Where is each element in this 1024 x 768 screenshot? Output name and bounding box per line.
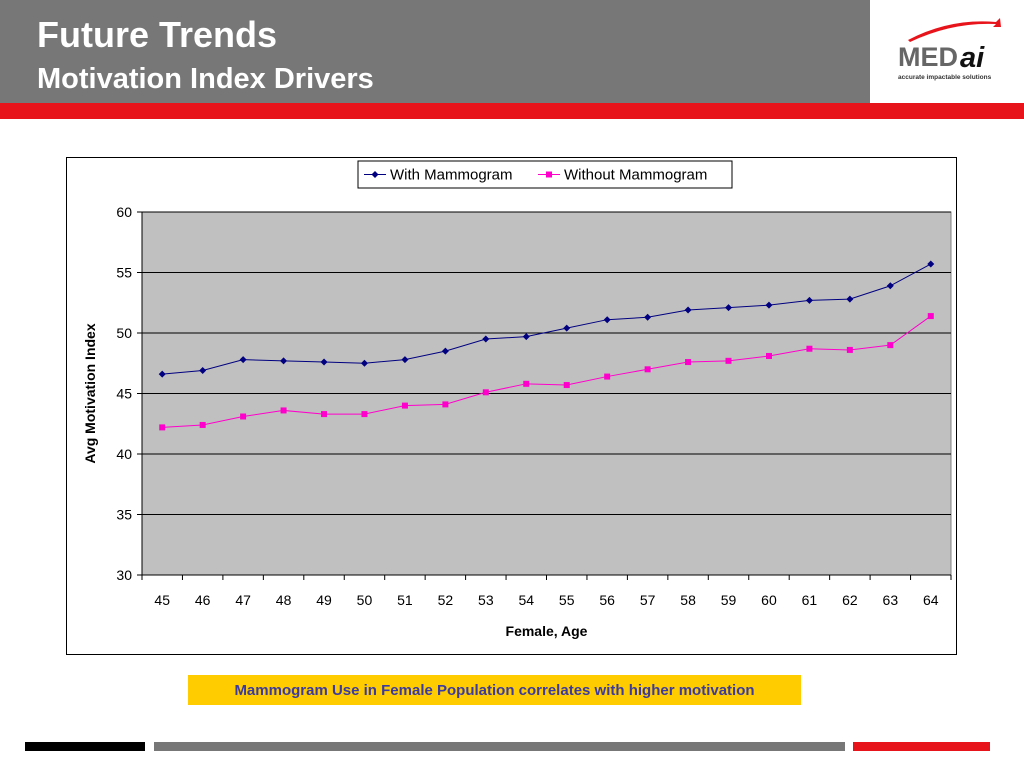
data-point [886, 282, 894, 290]
x-tick-label: 55 [559, 592, 575, 608]
data-point [563, 324, 571, 332]
data-point [846, 346, 853, 353]
y-tick-label: 40 [116, 446, 132, 462]
line-chart: 30 35 40 45 50 55 60 45 46 47 48 49 50 51 52 53 54 55 56 57… [82, 160, 952, 639]
data-point [441, 347, 449, 355]
data-point [159, 424, 166, 431]
data-point [401, 402, 408, 409]
logo-text-ai: ai [960, 42, 985, 74]
x-tick-label: 61 [802, 592, 818, 608]
x-tick-label: 60 [761, 592, 777, 608]
data-point [887, 342, 894, 349]
legend-marker [546, 171, 552, 178]
data-point [321, 411, 328, 418]
data-point [482, 335, 490, 343]
data-point [280, 407, 287, 414]
page-title: Future Trends [37, 14, 278, 55]
data-point [158, 370, 166, 378]
data-point [361, 411, 368, 418]
data-point [725, 357, 732, 364]
data-point [239, 356, 247, 364]
x-tick-label: 49 [316, 592, 332, 608]
y-tick-label: 60 [116, 204, 132, 220]
data-point [765, 352, 772, 359]
page-subtitle: Motivation Index Drivers [37, 63, 374, 95]
data-point [522, 333, 530, 341]
x-tick-label: 58 [680, 592, 696, 608]
series-line-without-mammogram [162, 315, 932, 428]
data-point [927, 260, 935, 268]
logo-area: MED ai accurate impactable solutions [870, 0, 1024, 103]
data-point [604, 373, 611, 380]
y-tick-label: 50 [116, 325, 132, 341]
x-tick-label: 47 [235, 592, 251, 608]
legend-marker [371, 171, 379, 178]
data-point [240, 413, 247, 420]
footer-bar-black [25, 742, 145, 751]
series-line-with-mammogram [162, 263, 932, 375]
data-point [644, 366, 651, 373]
x-tick-label: 64 [923, 592, 939, 608]
x-tick-label: 62 [842, 592, 858, 608]
x-tick-label: 51 [397, 592, 413, 608]
data-point [482, 389, 489, 396]
x-tick-label: 53 [478, 592, 494, 608]
data-point [685, 359, 692, 366]
data-point [765, 301, 773, 309]
data-point [199, 367, 207, 375]
x-tick-label: 50 [357, 592, 373, 608]
chart-frame: 30 35 40 45 50 55 60 45 46 47 48 49 50 51 52 53 54 55 56 57… [66, 157, 957, 655]
data-point [442, 401, 449, 408]
x-tick-label: 59 [721, 592, 737, 608]
y-tick-label: 35 [116, 507, 132, 523]
y-tick-label: 55 [116, 265, 132, 281]
data-point [199, 421, 206, 428]
data-point [280, 357, 288, 365]
x-tick-label: 57 [640, 592, 656, 608]
data-point [603, 316, 611, 324]
swoosh-icon [908, 18, 1001, 42]
footer-bar-gray [154, 742, 845, 751]
x-tick-label: 56 [599, 592, 615, 608]
y-tick-label: 45 [116, 386, 132, 402]
y-tick-label: 30 [116, 567, 132, 583]
data-point [401, 356, 409, 364]
header-red-band [0, 103, 1024, 119]
x-tick-label: 45 [154, 592, 170, 608]
x-tick-label: 63 [883, 592, 899, 608]
legend-label: With Mammogram [390, 167, 513, 184]
medai-logo: MED ai accurate impactable solutions [898, 18, 1001, 81]
data-point [805, 296, 813, 304]
x-tick-label: 46 [195, 592, 211, 608]
caption-box: Mammogram Use in Female Population corre… [188, 675, 801, 705]
y-axis-title: Avg Motivation Index [82, 323, 98, 463]
data-point [806, 345, 813, 352]
data-point [684, 306, 692, 314]
x-axis-title: Female, Age [506, 623, 588, 639]
data-point [927, 313, 934, 320]
data-point [523, 380, 530, 387]
data-point [725, 304, 733, 312]
data-point [320, 358, 328, 366]
data-point [846, 295, 854, 303]
data-point [644, 313, 652, 321]
logo-tagline: accurate impactable solutions [898, 74, 992, 81]
x-tick-label: 48 [276, 592, 292, 608]
logo-text-med: MED [898, 42, 958, 72]
x-tick-label: 54 [518, 592, 534, 608]
header-banner: Future Trends Motivation Index Drivers [0, 0, 870, 103]
footer-bar-red [853, 742, 990, 751]
x-tick-label: 52 [438, 592, 454, 608]
data-point [563, 382, 570, 389]
legend-label: Without Mammogram [564, 167, 707, 184]
data-point [360, 359, 368, 367]
